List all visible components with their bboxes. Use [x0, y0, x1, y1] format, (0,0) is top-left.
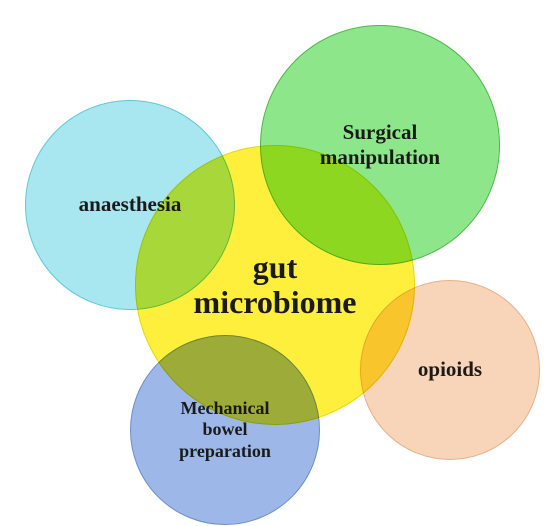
satellite-label-mechanical: Mechanical bowel preparation	[179, 398, 271, 463]
satellite-circle-mechanical: Mechanical bowel preparation	[130, 335, 320, 525]
satellite-label-opioids: opioids	[418, 357, 482, 382]
satellite-circle-anaesthesia: anaesthesia	[25, 100, 235, 310]
satellite-label-anaesthesia: anaesthesia	[79, 192, 182, 217]
satellite-label-surgical: Surgical manipulation	[320, 120, 440, 170]
satellite-circle-surgical: Surgical manipulation	[260, 25, 500, 265]
satellite-circle-opioids: opioids	[360, 280, 540, 460]
